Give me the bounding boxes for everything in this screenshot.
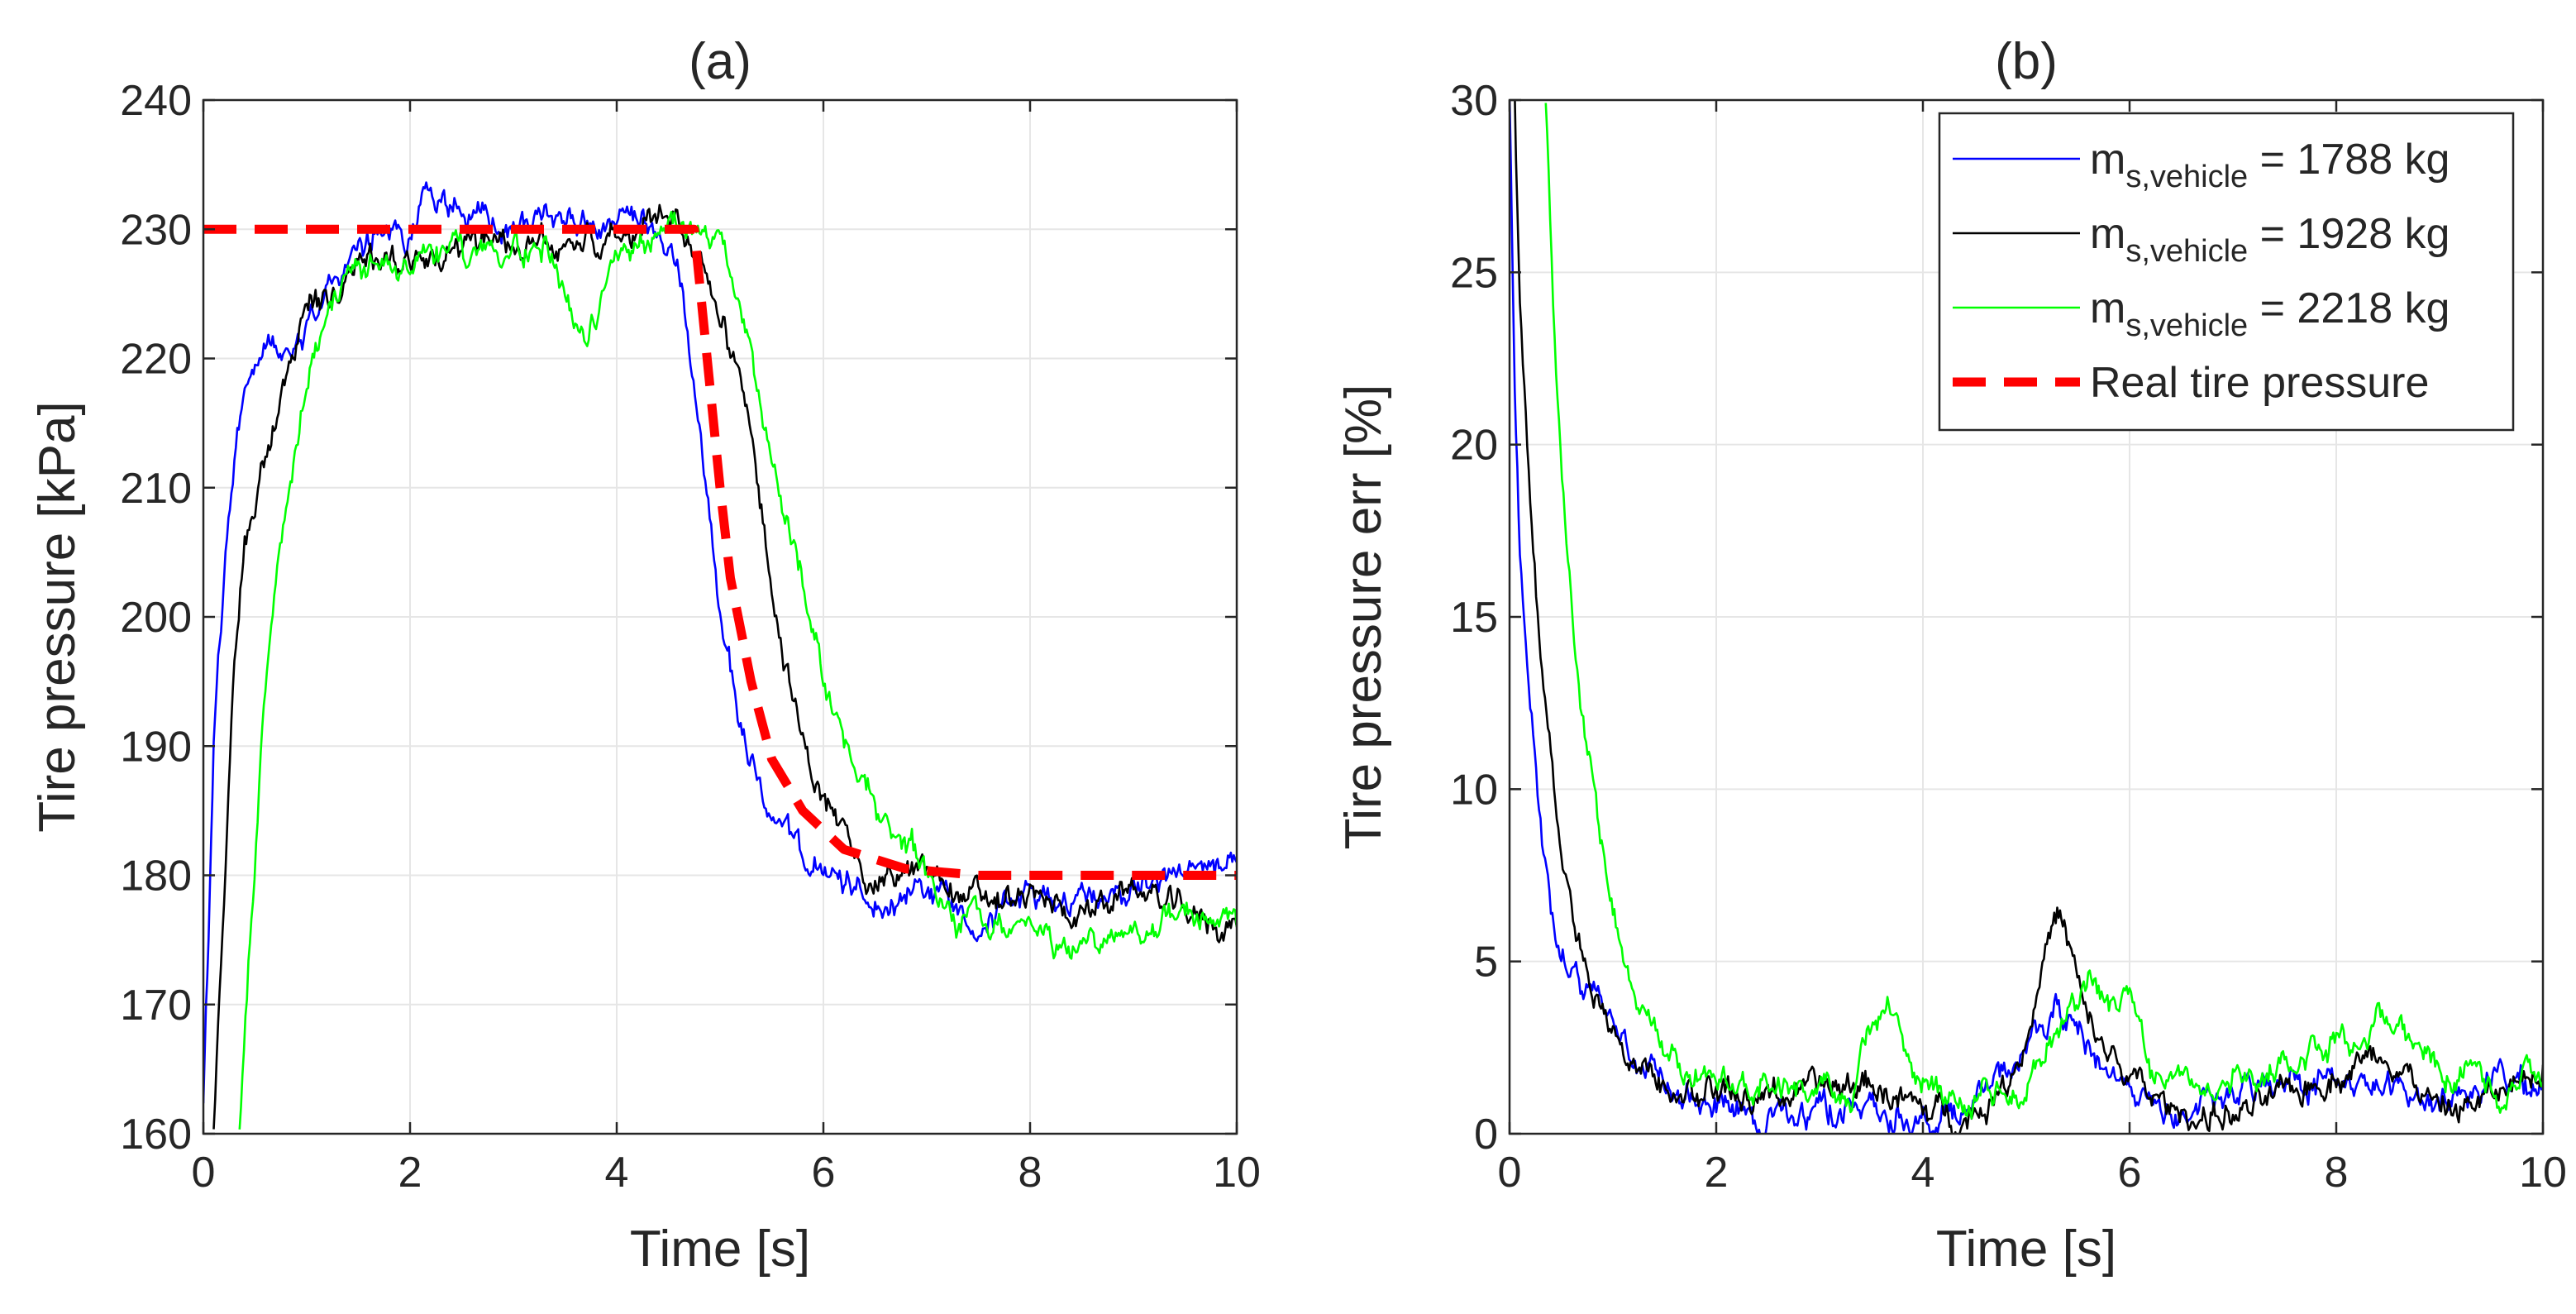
series-line-4 [203, 224, 1237, 880]
y-tick-label: 170 [120, 982, 192, 1030]
x-tick-label: 10 [1213, 1149, 1261, 1197]
y-tick-label: 10 [1450, 766, 1498, 814]
y-tick-label: 15 [1450, 594, 1498, 642]
legend-label-3: ms,vehicle = 2218 kg [2090, 284, 2450, 343]
y-tick-label: 30 [1450, 77, 1498, 125]
legend-main: m [2090, 136, 2125, 184]
y-tick-label: 180 [120, 853, 192, 901]
series-line-3 [1544, 103, 2543, 1120]
legend-value: = 2218 kg [2248, 284, 2450, 332]
series-group [1510, 100, 2543, 1134]
y-tick-label: 190 [120, 723, 192, 771]
y-axis-label: Tire pressure [kPa] [29, 401, 86, 832]
x-tick-label: 8 [1018, 1149, 1042, 1197]
y-tick-label: 0 [1474, 1111, 1498, 1159]
x-tick-label: 0 [192, 1149, 216, 1197]
y-tick-label: 230 [120, 206, 192, 254]
series-line-3 [238, 211, 1237, 1130]
legend-subscript: s,vehicle [2125, 160, 2248, 194]
y-tick-label: 220 [120, 336, 192, 384]
legend-label-1: ms,vehicle = 1788 kg [2090, 136, 2450, 194]
legend-label-2: ms,vehicle = 1928 kg [2090, 210, 2450, 269]
y-tick-label: 200 [120, 594, 192, 642]
y-tick-label: 25 [1450, 249, 1498, 297]
x-tick-label: 0 [1498, 1149, 1522, 1197]
series-line-2 [212, 203, 1237, 1130]
y-tick-label: 160 [120, 1111, 192, 1159]
panel-a: 0 2 4 6 8 10 160 170 180 190 200 210 220 230 240 (a) Tim… [29, 33, 1261, 1278]
legend-main: Real tire pressure [2090, 359, 2429, 407]
series-line-2 [1514, 100, 2543, 1134]
legend-value: = 1928 kg [2248, 210, 2450, 258]
x-tick-label: 2 [398, 1149, 422, 1197]
series-line-1 [1510, 100, 2543, 1134]
series-group [203, 181, 1237, 1130]
x-axis-label: Time [s] [1936, 1221, 2116, 1278]
x-tick-label: 6 [812, 1149, 836, 1197]
x-axis-label: Time [s] [630, 1221, 810, 1278]
x-tick-label: 6 [2118, 1149, 2142, 1197]
y-tick-label: 240 [120, 77, 192, 125]
panel-b: 0 2 4 6 8 10 0 5 10 15 20 25 30 (b) Time [s] Tire press… [1335, 33, 2567, 1278]
x-tick-label: 8 [2325, 1149, 2349, 1197]
legend-subscript: s,vehicle [2125, 308, 2248, 343]
x-tick-label: 4 [1911, 1149, 1935, 1197]
legend-subscript: s,vehicle [2125, 234, 2248, 269]
y-tick-label: 5 [1474, 939, 1498, 987]
y-tick-label: 20 [1450, 422, 1498, 470]
legend-main: m [2090, 284, 2125, 332]
panel-title: (b) [1995, 33, 2058, 90]
x-tick-label: 2 [1705, 1149, 1729, 1197]
x-tick-label: 4 [605, 1149, 629, 1197]
legend-main: m [2090, 210, 2125, 258]
y-axis-label: Tire pressure err [%] [1335, 385, 1392, 850]
x-tick-label: 10 [2519, 1149, 2567, 1197]
panel-title: (a) [689, 33, 751, 90]
legend-label-4: Real tire pressure [2090, 359, 2429, 407]
y-tick-label: 210 [120, 465, 192, 513]
legend-value: = 1788 kg [2248, 136, 2450, 184]
legend-box [1938, 112, 2515, 432]
